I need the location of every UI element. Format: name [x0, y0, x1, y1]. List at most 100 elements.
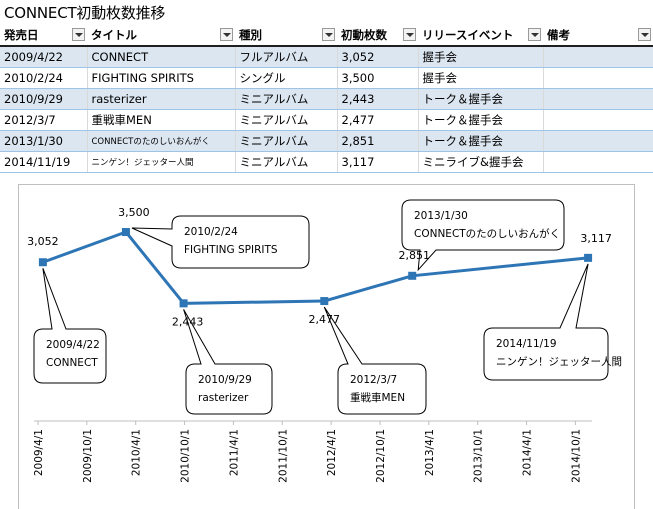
- cell-note[interactable]: [543, 46, 653, 68]
- callout-text: 2010/9/29: [198, 374, 252, 386]
- x-tick-label: 2012/4/1: [326, 429, 338, 476]
- callout-text: 重戦車MEN: [350, 391, 405, 404]
- callout-box: [131, 215, 310, 269]
- cell-title[interactable]: rasterizer: [87, 88, 236, 110]
- callout-box: [183, 309, 273, 415]
- cell-date[interactable]: 2013/1/30: [0, 130, 88, 152]
- x-tick-label: 2009/10/1: [82, 429, 94, 483]
- data-value-label: 2,851: [398, 249, 430, 262]
- cell-type[interactable]: ミニアルバム: [235, 88, 338, 110]
- callout-box: [401, 199, 565, 272]
- callout-box: [323, 306, 427, 415]
- cell-title[interactable]: CONNECTのたのしいおんがく: [87, 130, 236, 152]
- table-header-row: 発売日 タイトル 種別 初動枚数 リリースイベント 備考: [0, 25, 653, 47]
- table-row[interactable]: 2013/1/30 CONNECTのたのしいおんがく ミニアルバム 2,851 …: [0, 130, 653, 152]
- table-row[interactable]: 2010/2/24 FIGHTING SPIRITS シングル 3,500 握手…: [0, 67, 653, 89]
- x-tick-label: 2011/10/1: [277, 429, 289, 483]
- x-tick-label: 2010/4/1: [131, 429, 143, 476]
- data-value-label: 2,477: [309, 313, 341, 326]
- cell-date[interactable]: 2012/3/7: [0, 109, 88, 131]
- header-first-week-sales: 初動枚数: [337, 25, 418, 47]
- cell-event[interactable]: トーク＆握手会: [418, 130, 544, 152]
- cell-note[interactable]: [543, 88, 653, 110]
- cell-date[interactable]: 2010/2/24: [0, 67, 88, 89]
- table-row[interactable]: 2009/4/22 CONNECT フルアルバム 3,052 握手会: [0, 46, 653, 68]
- cell-sales[interactable]: 3,052: [337, 46, 419, 68]
- filter-dropdown-icon[interactable]: [72, 28, 85, 41]
- data-point-marker[interactable]: [38, 258, 47, 267]
- header-release-date: 発売日: [0, 25, 87, 47]
- cell-sales[interactable]: 2,851: [337, 130, 419, 152]
- x-tick-label: 2014/10/1: [570, 429, 582, 483]
- table-row[interactable]: 2010/9/29 rasterizer ミニアルバム 2,443 トーク＆握手…: [0, 88, 653, 110]
- x-tick-label: 2011/4/1: [228, 429, 240, 476]
- data-point-marker[interactable]: [320, 297, 329, 306]
- cell-type[interactable]: ミニアルバム: [235, 109, 338, 131]
- x-tick-label: 2014/4/1: [522, 429, 534, 476]
- x-tick-label: 2010/10/1: [180, 429, 192, 483]
- cell-date[interactable]: 2014/11/19: [0, 151, 88, 173]
- cell-title[interactable]: 重戦車MEN: [87, 109, 236, 131]
- cell-event[interactable]: トーク＆握手会: [418, 109, 544, 131]
- data-value-label: 3,117: [580, 232, 612, 245]
- callout-text: 2009/4/22: [46, 339, 100, 351]
- header-release-event: リリースイベント: [418, 25, 543, 47]
- callout-text: 2013/1/30: [414, 210, 468, 222]
- cell-title[interactable]: ニンゲン！ジェッター人間: [87, 151, 236, 173]
- release-table: 発売日 タイトル 種別 初動枚数 リリースイベント 備考 2009/4/22 C…: [0, 25, 653, 173]
- callout-text: ニンゲン！ジェッター人間: [496, 356, 622, 368]
- cell-date[interactable]: 2009/4/22: [0, 46, 88, 68]
- cell-sales[interactable]: 2,443: [337, 88, 419, 110]
- data-point-marker[interactable]: [584, 253, 593, 262]
- cell-event[interactable]: 握手会: [418, 46, 544, 68]
- callout-text: CONNECT: [46, 357, 98, 369]
- cell-note[interactable]: [543, 130, 653, 152]
- filter-dropdown-icon[interactable]: [220, 28, 233, 41]
- callout-box: [483, 263, 609, 381]
- filter-dropdown-icon[interactable]: [403, 28, 416, 41]
- cell-note[interactable]: [543, 109, 653, 131]
- cell-type[interactable]: ミニアルバム: [235, 151, 338, 173]
- callout-text: CONNECTのたのしいおんがく: [414, 227, 560, 240]
- data-point-marker[interactable]: [408, 271, 417, 280]
- header-title: タイトル: [87, 25, 235, 47]
- data-point-marker[interactable]: [121, 228, 130, 236]
- cell-event[interactable]: 握手会: [418, 67, 544, 89]
- data-point-marker[interactable]: [179, 299, 188, 308]
- cell-type[interactable]: フルアルバム: [235, 46, 338, 68]
- cell-sales[interactable]: 3,117: [337, 151, 419, 173]
- table-row[interactable]: 2012/3/7 重戦車MEN ミニアルバム 2,477 トーク＆握手会: [0, 109, 653, 131]
- cell-date[interactable]: 2010/9/29: [0, 88, 88, 110]
- cell-title[interactable]: FIGHTING SPIRITS: [87, 67, 236, 89]
- callout-text: 2014/11/19: [496, 338, 557, 350]
- x-tick-label: 2009/4/1: [33, 429, 45, 476]
- sales-series-line: [42, 230, 589, 305]
- callout-text: rasterizer: [198, 392, 249, 404]
- callout-text: FIGHTING SPIRITS: [184, 244, 278, 256]
- data-value-label: 3,052: [27, 235, 59, 248]
- filter-dropdown-icon[interactable]: [528, 28, 541, 41]
- header-notes: 備考: [543, 25, 653, 47]
- table-row[interactable]: 2014/11/19 ニンゲン！ジェッター人間 ミニアルバム 3,117 ミニラ…: [0, 151, 653, 173]
- cell-type[interactable]: シングル: [235, 67, 338, 89]
- cell-note[interactable]: [543, 67, 653, 89]
- page-title: CONNECT初動枚数推移: [4, 4, 166, 22]
- cell-event[interactable]: トーク＆握手会: [418, 88, 544, 110]
- callout-text: 2012/3/7: [350, 374, 397, 386]
- cell-note[interactable]: [543, 151, 653, 173]
- filter-dropdown-icon[interactable]: [322, 28, 335, 41]
- cell-sales[interactable]: 3,500: [337, 67, 419, 89]
- x-tick-label: 2013/10/1: [473, 429, 485, 483]
- cell-event[interactable]: ミニライブ&握手会: [418, 151, 544, 173]
- x-tick-label: 2013/4/1: [424, 429, 436, 476]
- cell-sales[interactable]: 2,477: [337, 109, 419, 131]
- data-value-label: 3,500: [118, 206, 150, 219]
- filter-dropdown-icon[interactable]: [638, 28, 651, 41]
- callout-box: [33, 268, 107, 384]
- header-type: 種別: [235, 25, 337, 47]
- cell-title[interactable]: CONNECT: [87, 46, 236, 68]
- data-value-label: 2,443: [172, 315, 204, 328]
- cell-type[interactable]: ミニアルバム: [235, 130, 338, 152]
- callout-text: 2010/2/24: [184, 226, 238, 238]
